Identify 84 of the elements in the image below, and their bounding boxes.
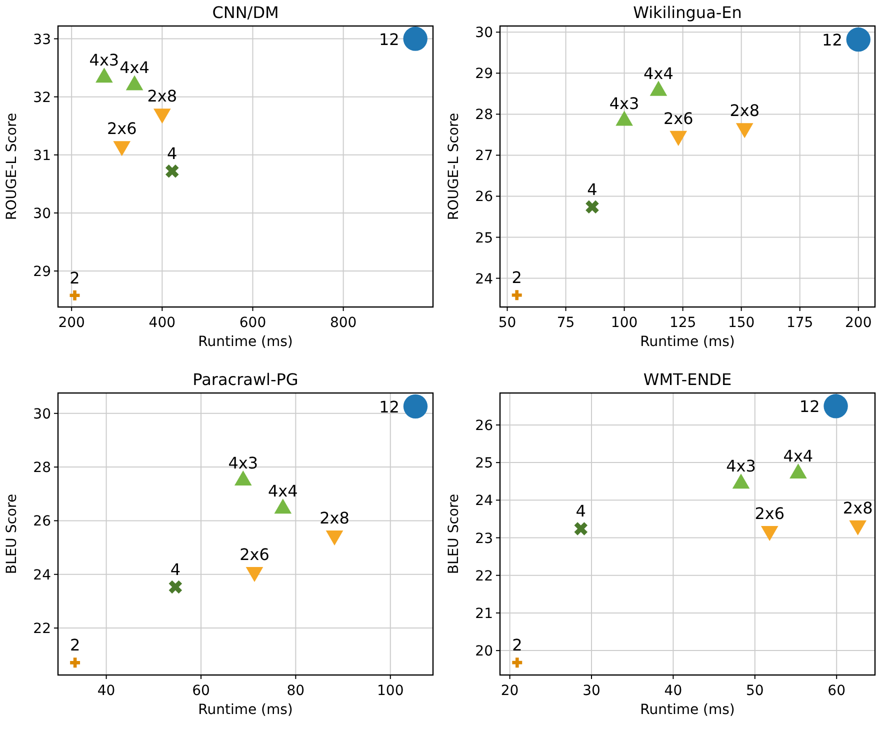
y-tick-label: 23 xyxy=(475,530,493,547)
series-label: 12 xyxy=(799,397,820,416)
series-label: 12 xyxy=(379,397,400,416)
y-tick-label: 27 xyxy=(475,148,493,164)
series-label: 2x6 xyxy=(106,119,137,138)
y-tick-label: 30 xyxy=(33,206,51,222)
y-tick-label: 30 xyxy=(475,25,493,42)
series-label: 2 xyxy=(512,268,522,288)
series-label: 4 xyxy=(170,560,181,579)
x-tick-label: 100 xyxy=(610,315,638,331)
y-axis-title: BLEU Score xyxy=(4,494,20,574)
x-tick-label: 20 xyxy=(500,683,519,699)
series-label: 4 xyxy=(576,502,586,521)
y-tick-label: 24 xyxy=(33,567,52,584)
y-tick-label: 22 xyxy=(33,621,51,638)
y-axis-title: ROUGE-L Score xyxy=(4,112,20,220)
series-label: 2x6 xyxy=(663,108,694,128)
series-label: 2 xyxy=(512,636,522,655)
y-tick-label: 29 xyxy=(475,66,493,82)
x-tick-label: 100 xyxy=(377,683,404,699)
series-label: 4x4 xyxy=(644,64,674,83)
y-tick-label: 25 xyxy=(475,456,493,472)
x-tick-label: 200 xyxy=(845,315,872,331)
series-label: 4x4 xyxy=(268,482,298,501)
x-tick-label: 60 xyxy=(828,683,846,699)
y-tick-label: 28 xyxy=(475,107,493,124)
series-label: 4x3 xyxy=(89,50,120,70)
y-tick-label: 26 xyxy=(33,514,52,530)
series-label: 4x3 xyxy=(609,94,640,113)
x-tick-label: 30 xyxy=(582,683,600,699)
y-tick-label: 33 xyxy=(33,32,51,48)
chart-title: Paracrawl-PG xyxy=(192,370,298,389)
x-tick-label: 150 xyxy=(728,315,755,331)
series-label: 4x3 xyxy=(228,453,258,472)
series-label: 12 xyxy=(378,30,400,49)
y-tick-label: 21 xyxy=(475,606,493,622)
series-label: 4x3 xyxy=(726,456,756,476)
series-label: 4 xyxy=(167,144,178,164)
x-tick-label: 200 xyxy=(58,315,85,331)
x-tick-label: 400 xyxy=(148,315,176,331)
y-tick-label: 28 xyxy=(33,460,51,476)
x-axis-title: Runtime (ms) xyxy=(198,334,293,350)
series-label: 2x6 xyxy=(240,544,270,564)
y-tick-label: 24 xyxy=(475,493,494,510)
series-label: 2x6 xyxy=(754,504,785,523)
x-axis-title: Runtime (ms) xyxy=(198,702,293,718)
x-tick-label: 125 xyxy=(669,315,696,331)
x-tick-label: 600 xyxy=(239,315,266,331)
x-tick-label: 800 xyxy=(330,315,357,331)
y-tick-label: 24 xyxy=(475,271,494,288)
x-tick-label: 80 xyxy=(286,683,305,699)
y-tick-label: 25 xyxy=(475,230,493,246)
y-tick-label: 26 xyxy=(475,189,494,206)
series-label: 4x4 xyxy=(783,446,814,466)
x-axis-title: Runtime (ms) xyxy=(640,334,735,350)
chart-title: CNN/DM xyxy=(212,3,279,22)
y-axis-title: ROUGE-L Score xyxy=(446,112,462,220)
series-label: 12 xyxy=(822,30,842,50)
x-tick-label: 175 xyxy=(786,315,814,331)
y-tick-label: 26 xyxy=(475,418,494,434)
series-label: 2x8 xyxy=(730,101,760,120)
series-label: 2 xyxy=(70,636,80,655)
series-label: 4x4 xyxy=(120,58,150,78)
x-tick-label: 40 xyxy=(664,683,682,699)
y-tick-label: 20 xyxy=(475,644,493,660)
series-label: 2x8 xyxy=(147,86,178,106)
y-tick-label: 22 xyxy=(475,568,493,584)
y-axis-title: BLEU Score xyxy=(446,494,462,574)
y-tick-label: 31 xyxy=(33,148,51,164)
x-tick-label: 50 xyxy=(498,315,516,331)
x-tick-label: 75 xyxy=(556,315,575,331)
x-tick-label: 60 xyxy=(192,683,210,699)
series-label: 2x8 xyxy=(320,508,350,528)
y-tick-label: 29 xyxy=(33,264,51,280)
chart-title: Wikilingua-En xyxy=(633,3,742,22)
chart-title: WMT-ENDE xyxy=(643,370,732,389)
y-tick-label: 32 xyxy=(33,90,51,106)
series-label: 2x8 xyxy=(842,498,873,518)
x-tick-label: 40 xyxy=(97,683,116,699)
x-tick-label: 50 xyxy=(746,683,764,699)
series-label: 2 xyxy=(70,268,80,288)
y-tick-label: 30 xyxy=(33,406,51,422)
x-axis-title: Runtime (ms) xyxy=(640,702,735,718)
series-label: 4 xyxy=(587,180,598,199)
